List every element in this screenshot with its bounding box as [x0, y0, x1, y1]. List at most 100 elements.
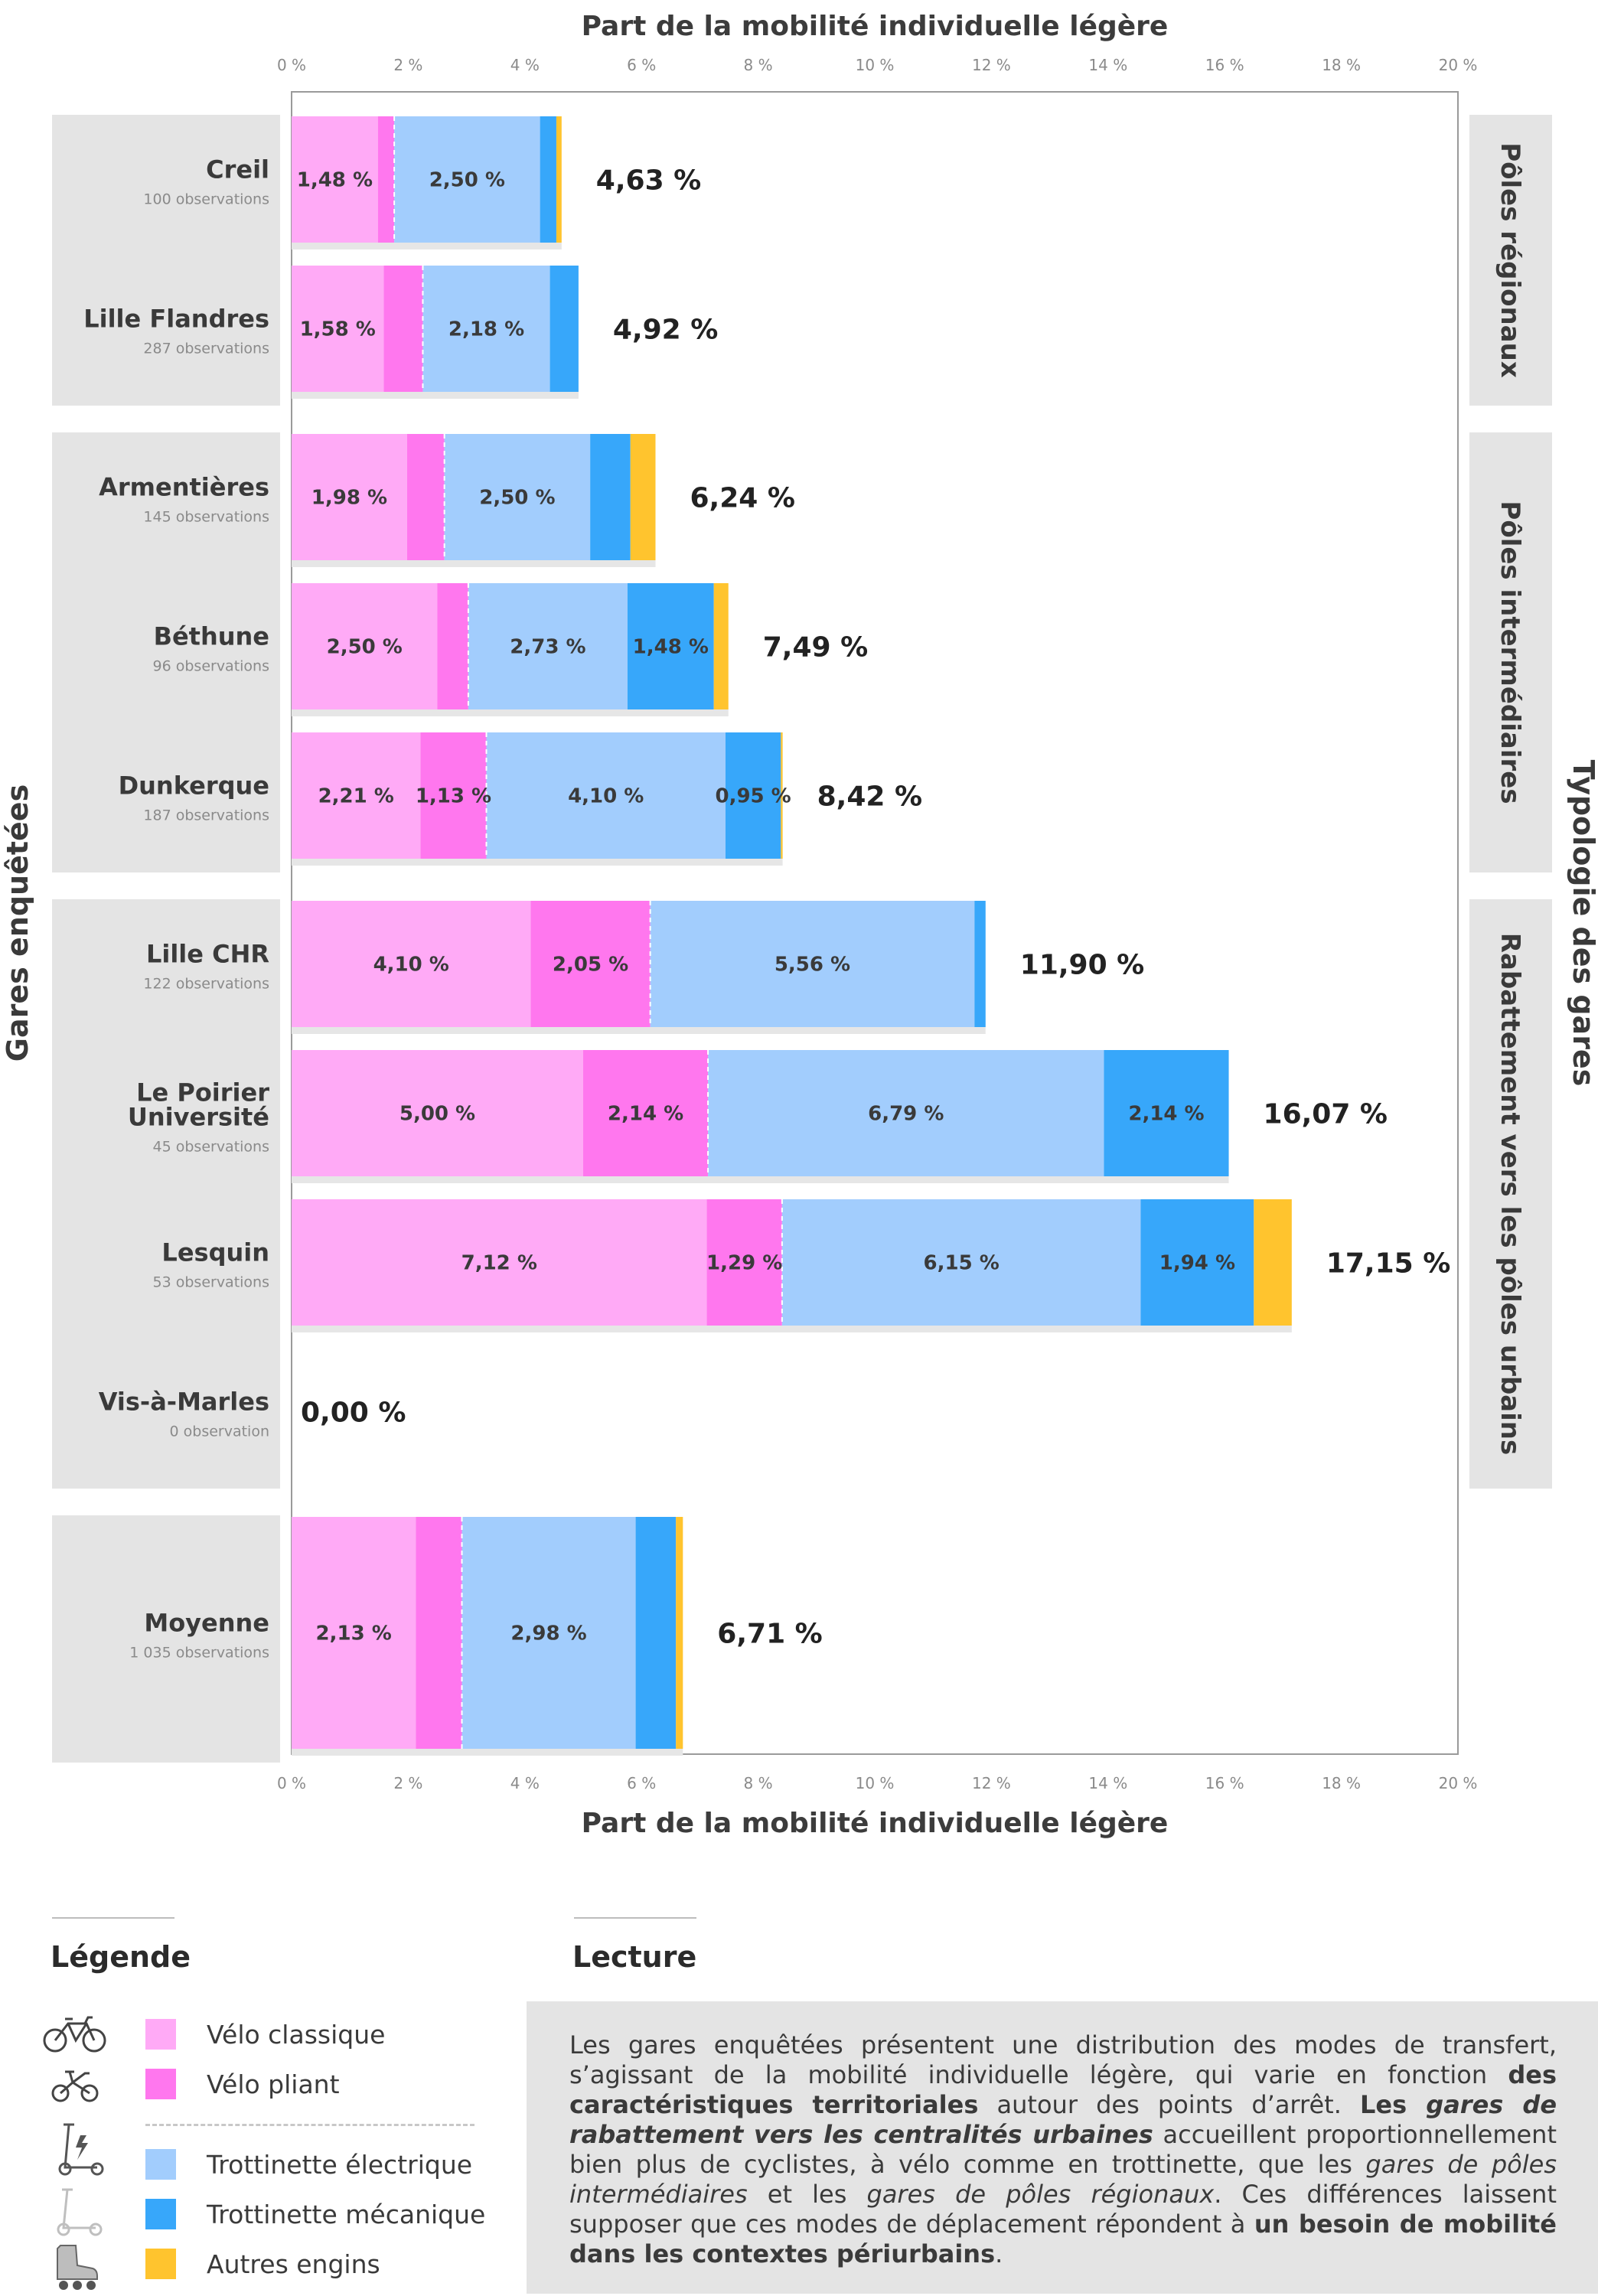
bar-segment — [292, 583, 438, 709]
lecture-text-part: gares de pôles régionaux — [866, 2180, 1215, 2209]
bar-segment — [1104, 1050, 1229, 1176]
station-group-panels: Creil 100 observations Lille Flandres 287 o… — [52, 115, 280, 1763]
segment-label: 2,50 % — [327, 636, 403, 659]
segment-label: 1,98 % — [311, 487, 387, 510]
bottom-tick-label: 8 % — [744, 1774, 773, 1792]
segment-label: 1,94 % — [1159, 1252, 1235, 1275]
total-label: 4,92 % — [613, 315, 718, 346]
bar-shadow — [292, 1176, 1229, 1183]
station-obs: 45 observations — [153, 1139, 269, 1156]
lecture-text-part: gares de rabattement vers les centralité… — [569, 2090, 1557, 2149]
station-name: Dunkerque — [119, 771, 269, 801]
legend-swatch — [145, 2249, 176, 2279]
segment-label: 2,50 % — [429, 169, 505, 192]
lecture-text-part: accueillent proportionnellement bien plu… — [569, 2120, 1557, 2179]
bar-shadow — [292, 1749, 683, 1756]
bar-segment — [420, 732, 487, 859]
bar-segment — [630, 434, 656, 560]
typology-panel — [1469, 115, 1552, 406]
bottom-tick-label: 18 % — [1322, 1774, 1361, 1792]
bar-segment — [556, 116, 562, 243]
station-panel — [52, 115, 280, 406]
bar-segment — [383, 266, 423, 392]
kick-scooter-icon — [57, 2188, 103, 2236]
station-name: Lesquin — [161, 1238, 269, 1267]
top-tick-label: 10 % — [856, 56, 895, 74]
bottom-tick-label: 2 % — [393, 1774, 422, 1792]
lecture-text-part: . Ces différences laissent supposer que … — [569, 2180, 1557, 2239]
segment-label: 1,13 % — [416, 785, 491, 808]
station-name: Le Poirier — [136, 1078, 269, 1107]
bar-segment — [377, 116, 395, 243]
segment-label: 0,95 % — [715, 785, 791, 808]
bar-shadow — [292, 709, 729, 716]
total-label: 4,63 % — [596, 165, 701, 197]
bottom-tick-label: 20 % — [1439, 1774, 1478, 1792]
lecture-text: Les gares enquêtées présentent une distr… — [569, 2030, 1557, 2269]
station-obs: 100 observations — [143, 191, 269, 208]
left-axis-title: Gares enquêtées — [1, 784, 34, 1062]
bar-segment — [292, 1199, 707, 1326]
bottom-tick-label: 12 % — [972, 1774, 1011, 1792]
bar-segment — [292, 901, 531, 1027]
segment-label: 7,12 % — [461, 1252, 537, 1275]
lecture-text-part: gares de pôles intermédiaires — [569, 2150, 1557, 2209]
legend-swatch — [145, 2199, 176, 2229]
lecture-text-part: . — [995, 2239, 1003, 2268]
top-tick-label: 14 % — [1088, 56, 1127, 74]
bar-segment — [583, 1050, 709, 1176]
folding-bike-icon — [51, 2070, 99, 2102]
lecture-rule — [574, 1917, 696, 1919]
bicycle-icon — [43, 2016, 106, 2053]
bars: 1,48 % 2,50 % 4,63 % 1,58 % 2,18 % 4,92 % 1,98… — [292, 116, 1450, 1756]
bar-segment — [468, 583, 628, 709]
bottom-tick-label: 0 % — [277, 1774, 306, 1792]
bar-segment — [486, 732, 726, 859]
station-obs: 145 observations — [143, 509, 269, 526]
bar-segment — [292, 434, 407, 560]
top-tick-label: 6 % — [627, 56, 656, 74]
bottom-tick-label: 4 % — [510, 1774, 540, 1792]
station-name: Université — [128, 1103, 269, 1132]
segment-label: 2,14 % — [608, 1103, 683, 1126]
segment-label: 6,15 % — [924, 1252, 1000, 1275]
station-obs: 53 observations — [153, 1274, 269, 1291]
top-axis-title: Part de la mobilité individuelle légère — [582, 11, 1169, 42]
segment-label: 2,05 % — [553, 954, 628, 977]
lecture-text-part: un besoin de mobilité dans les contextes… — [569, 2210, 1557, 2268]
bottom-tick-label: 14 % — [1088, 1774, 1127, 1792]
station-obs: 287 observations — [143, 341, 269, 357]
total-label: 6,24 % — [690, 483, 794, 514]
station-name: Vis-à-Marles — [99, 1388, 269, 1417]
segment-label: 5,56 % — [775, 954, 850, 977]
total-label: 0,00 % — [301, 1397, 406, 1429]
total-label: 8,42 % — [817, 781, 922, 813]
station-panel — [52, 432, 280, 872]
segment-label: 1,58 % — [300, 318, 376, 341]
segment-label: 1,48 % — [297, 169, 373, 192]
top-tick-label: 20 % — [1439, 56, 1478, 74]
bar-segment — [708, 1050, 1104, 1176]
legend-item-trottinette-electrique: Trottinette électrique — [145, 2149, 472, 2180]
bar-segment — [406, 434, 445, 560]
lecture-title: Lecture — [572, 1940, 697, 1974]
station-obs: 122 observations — [143, 976, 269, 993]
typology-label: Pôles intermédiaires — [1495, 501, 1525, 804]
lecture-box: Les gares enquêtées présentent une distr… — [527, 2001, 1598, 2294]
typology-panel — [1469, 899, 1552, 1489]
segment-label: 2,73 % — [510, 636, 585, 659]
bar-segment — [437, 583, 468, 709]
legend-label: Autres engins — [207, 2249, 380, 2279]
total-label: 17,15 % — [1326, 1248, 1450, 1280]
bar-segment — [550, 266, 579, 392]
legend-separator — [145, 2124, 475, 2126]
lecture-text-part: et les — [747, 2180, 867, 2209]
legend-item-velo-pliant: Vélo pliant — [145, 2069, 340, 2099]
station-obs: 96 observations — [153, 658, 269, 675]
bottom-axis-title: Part de la mobilité individuelle légère — [582, 1808, 1169, 1839]
bar-segment — [1140, 1199, 1254, 1326]
segment-label: 2,14 % — [1128, 1103, 1204, 1126]
segment-label: 4,10 % — [373, 954, 449, 977]
top-tick-label: 2 % — [393, 56, 422, 74]
bar-shadow — [292, 1027, 986, 1034]
